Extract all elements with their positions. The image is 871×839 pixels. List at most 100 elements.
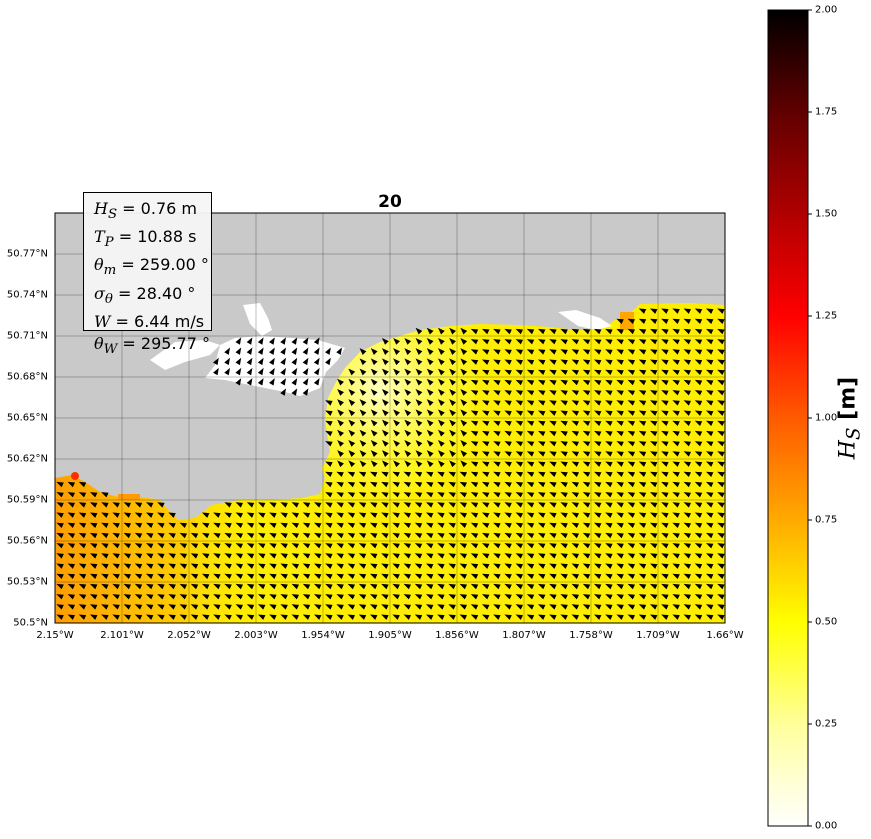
- wave-arrow: [404, 337, 412, 345]
- wave-arrow: [549, 420, 557, 427]
- wave-arrow: [381, 512, 389, 518]
- wave-arrow: [537, 553, 546, 559]
- wave-arrow: [515, 451, 524, 457]
- wave-arrow: [448, 553, 456, 559]
- wave-arrow: [459, 604, 468, 610]
- wave-arrow: [269, 357, 275, 366]
- wave-arrow: [257, 553, 266, 559]
- wave-arrow: [358, 492, 367, 498]
- theta-w-line: θW = 295.77 °: [94, 333, 210, 357]
- wave-arrow: [526, 604, 535, 610]
- wave-arrow: [526, 441, 535, 447]
- wave-arrow: [582, 481, 591, 488]
- wave-arrow: [672, 502, 680, 508]
- wave-arrow: [415, 358, 423, 366]
- wave-arrow: [493, 390, 501, 396]
- wave-arrow: [481, 420, 490, 427]
- wave-arrow: [168, 522, 176, 529]
- wave-arrow: [526, 543, 535, 549]
- wave-arrow: [246, 563, 255, 569]
- wave-arrow: [481, 563, 490, 569]
- wave-arrow: [67, 583, 76, 590]
- wave-arrow: [582, 328, 591, 335]
- wave-arrow: [246, 604, 255, 610]
- wave-arrow: [582, 379, 591, 386]
- wave-arrow: [571, 420, 580, 427]
- wave-arrow: [638, 441, 647, 447]
- wave-arrow: [280, 357, 286, 366]
- wave-arrow: [145, 573, 154, 580]
- wave-arrow: [616, 369, 624, 376]
- wave-arrow: [537, 359, 546, 365]
- wave-arrow: [549, 349, 557, 355]
- wave-arrow: [605, 369, 613, 376]
- wave-arrow: [661, 308, 669, 314]
- wave-arrow: [414, 614, 423, 620]
- wave-arrow: [426, 409, 434, 417]
- wave-arrow: [448, 512, 456, 518]
- wave-arrow: [56, 532, 64, 539]
- wave-arrow: [717, 481, 725, 488]
- wave-arrow: [325, 543, 333, 549]
- wave-arrow: [571, 502, 580, 508]
- wave-arrow: [582, 502, 591, 508]
- wave-arrow: [560, 379, 568, 386]
- wave-arrow: [705, 573, 714, 580]
- wave-arrow: [481, 553, 490, 559]
- wave-arrow: [593, 604, 602, 610]
- wave-arrow: [526, 481, 535, 488]
- wave-arrow: [347, 553, 356, 559]
- wave-arrow: [358, 563, 367, 569]
- wave-arrow: [560, 420, 568, 427]
- wave-arrow: [67, 532, 76, 539]
- wave-arrow: [347, 512, 356, 518]
- wave-arrow: [369, 543, 378, 549]
- wave-arrow: [403, 522, 412, 529]
- wave-arrow: [257, 543, 266, 549]
- wave-arrow: [393, 368, 400, 376]
- wave-arrow: [694, 451, 703, 457]
- wave-arrow: [392, 492, 400, 498]
- wave-arrow: [694, 410, 703, 416]
- wave-arrow: [593, 543, 602, 549]
- wave-arrow: [470, 604, 479, 610]
- wave-arrow: [224, 347, 230, 355]
- wave-arrow: [504, 390, 512, 396]
- wave-arrow: [582, 604, 591, 610]
- wave-arrow: [717, 339, 725, 345]
- wave-arrow: [78, 594, 87, 600]
- wave-arrow: [616, 349, 624, 355]
- wave-arrow: [638, 379, 647, 386]
- wave-arrow: [337, 388, 344, 396]
- wave-arrow: [560, 430, 568, 437]
- wave-arrow: [179, 543, 188, 549]
- wave-arrow: [717, 349, 725, 355]
- wave-arrow: [627, 512, 636, 518]
- wave-arrow: [470, 451, 479, 457]
- wave-arrow: [269, 543, 277, 549]
- wave-arrow: [56, 481, 64, 488]
- wave-arrow: [661, 512, 669, 518]
- wave-arrow: [336, 522, 344, 529]
- wave-arrow: [571, 441, 580, 447]
- wave-arrow: [683, 318, 692, 325]
- wave-arrow: [393, 337, 400, 345]
- wave-arrow: [672, 318, 680, 325]
- wave-arrow: [616, 400, 624, 406]
- wave-arrow: [347, 573, 356, 580]
- wave-arrow: [201, 614, 210, 620]
- wave-arrow: [504, 553, 512, 559]
- wave-arrow: [336, 347, 342, 355]
- wave-arrow: [672, 573, 680, 580]
- wave-arrow: [369, 604, 378, 610]
- lon-label: 1.66°W: [706, 630, 744, 641]
- wave-arrow: [168, 604, 176, 610]
- wave-arrow: [359, 429, 367, 437]
- wave-arrow: [638, 594, 647, 600]
- wave-arrow: [269, 614, 277, 620]
- lon-label: 1.905°W: [368, 630, 412, 641]
- wave-arrow: [235, 604, 244, 610]
- wave-arrow: [246, 614, 255, 620]
- wave-arrow: [638, 573, 647, 580]
- wave-arrow: [235, 563, 244, 569]
